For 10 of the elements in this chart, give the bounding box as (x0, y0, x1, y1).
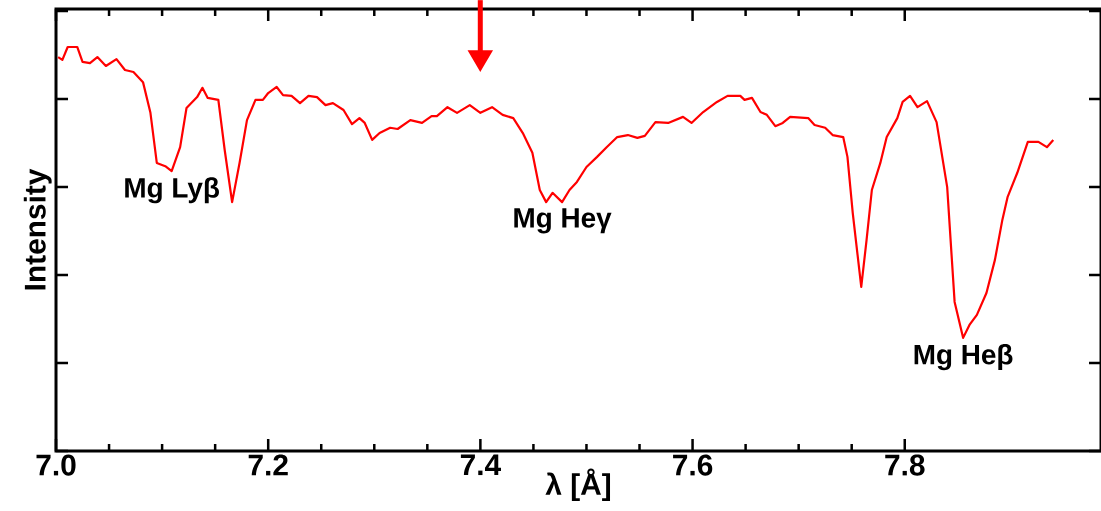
x-tick-label: 7.4 (460, 454, 501, 476)
annotation: Mg Heγ (514, 208, 612, 234)
x-tick-label: 7.6 (673, 454, 713, 476)
x-tick-label: 7.0 (36, 454, 76, 476)
annotation: Mg Heβ (914, 344, 1013, 371)
annotation: Mg Lyβ (125, 177, 219, 204)
y-axis-title: Intensity (23, 168, 52, 290)
x-tick-label: 7.8 (885, 454, 925, 476)
x-axis-title: λ [Å] (545, 468, 611, 502)
x-tick-label: 7.2 (248, 454, 288, 476)
